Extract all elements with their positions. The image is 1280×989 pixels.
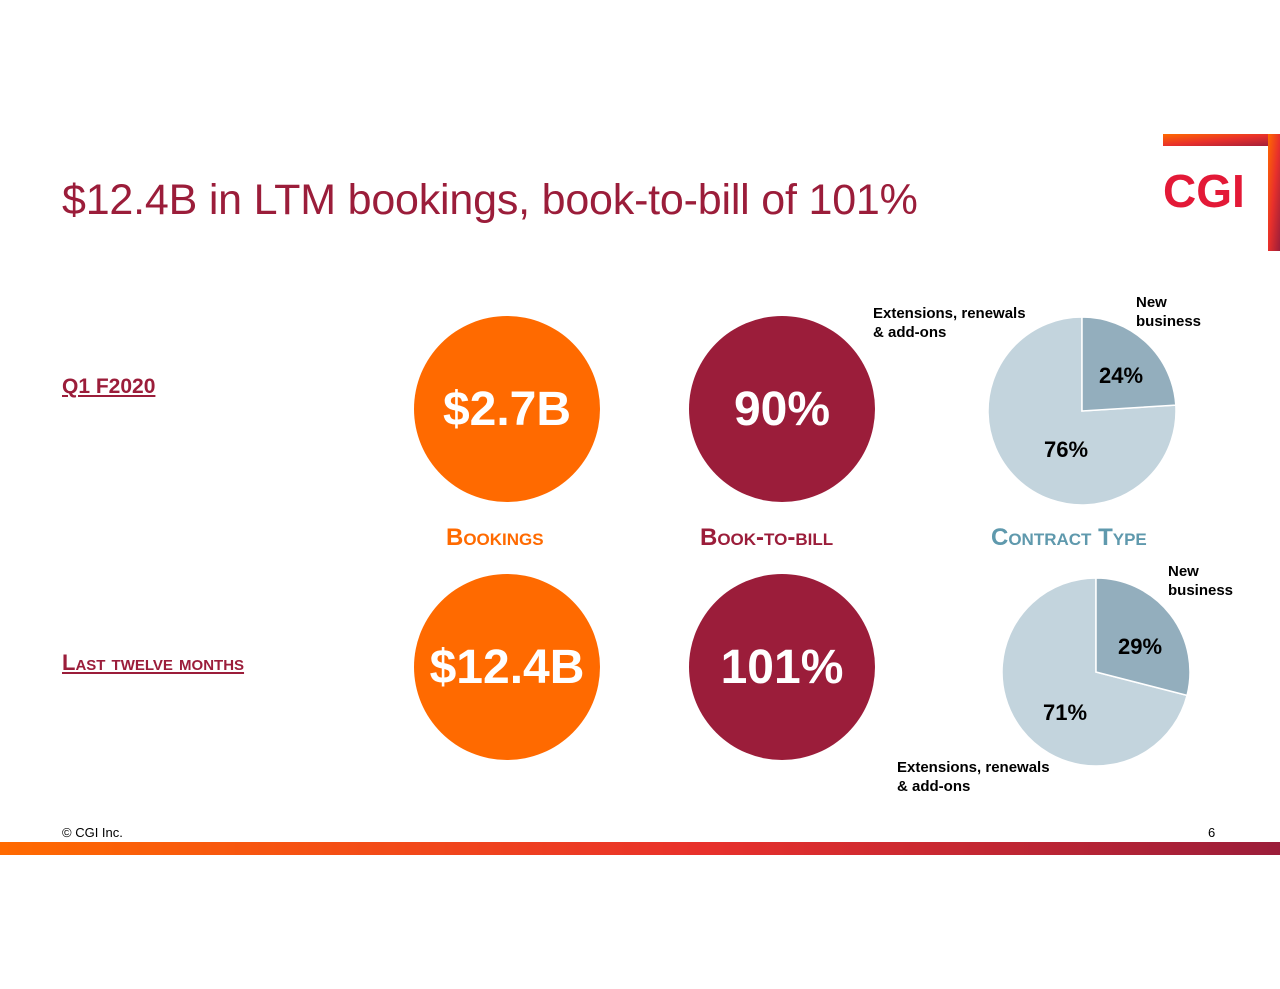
footer-gradient-bar [0, 842, 1280, 855]
ltm-bookings-value: $12.4B [429, 640, 585, 694]
pie2-slice-extensions [1001, 577, 1188, 767]
cgi-logo-frame: CGI [1163, 134, 1280, 251]
q1-row-label: Q1 F2020 [62, 375, 156, 398]
pie2-label-extensions: Extensions, renewals & add-ons [897, 758, 1050, 796]
pie2-new-percent: 29% [1118, 634, 1163, 659]
page-number: 6 [1208, 825, 1216, 840]
page-title: $12.4B in LTM bookings, book-to-bill of … [62, 176, 918, 224]
pie1-label-new: New business [1136, 293, 1201, 331]
pie1-label-extensions: Extensions, renewals & add-ons [873, 304, 1026, 342]
pie2-label-new: New business [1168, 562, 1233, 600]
pie1-label-ext-line1: Extensions, renewals [873, 305, 1026, 322]
pie1-label-ext-line2: & add-ons [873, 324, 947, 341]
q1-bookings-circle: $2.7B [414, 316, 600, 502]
pie2-label-new-line1: New [1168, 563, 1199, 580]
pie1-slice-extensions [987, 316, 1177, 506]
q1-book-to-bill-value: 90% [733, 382, 831, 436]
q1-contract-pie [987, 316, 1177, 506]
pie1-ext-percent: 76% [1044, 437, 1089, 462]
pie1-label-new-line2: business [1136, 313, 1202, 330]
ltm-contract-pie [1001, 577, 1191, 767]
pie1-slice-new-business [1081, 316, 1177, 412]
copyright-text: © CGI Inc. [62, 825, 123, 840]
pie2-label-ext-line2: & add-ons [897, 778, 971, 795]
q1-bookings-value: $2.7B [442, 382, 572, 436]
pie2-label-new-line2: business [1168, 582, 1234, 599]
ltm-bookings-circle: $12.4B [414, 574, 600, 760]
bookings-column-label: Bookings [446, 524, 544, 551]
ltm-book-to-bill-circle: 101% [689, 574, 875, 760]
book-to-bill-column-label: Book-to-bill [700, 524, 834, 551]
ltm-row-label: Last twelve months [62, 650, 245, 675]
q1-book-to-bill-circle: 90% [689, 316, 875, 502]
pie1-new-percent: 24% [1099, 363, 1144, 388]
pie1-label-new-line1: New [1136, 294, 1167, 311]
cgi-logo: CGI [1163, 134, 1280, 251]
pie2-label-ext-line1: Extensions, renewals [897, 759, 1050, 776]
pie2-slice-new-business [1095, 577, 1191, 697]
ltm-book-to-bill-value: 101% [720, 640, 844, 694]
pie2-ext-percent: 71% [1043, 700, 1088, 725]
cgi-logo-text: CGI [1163, 165, 1245, 217]
contract-type-column-label: Contract Type [991, 524, 1147, 551]
